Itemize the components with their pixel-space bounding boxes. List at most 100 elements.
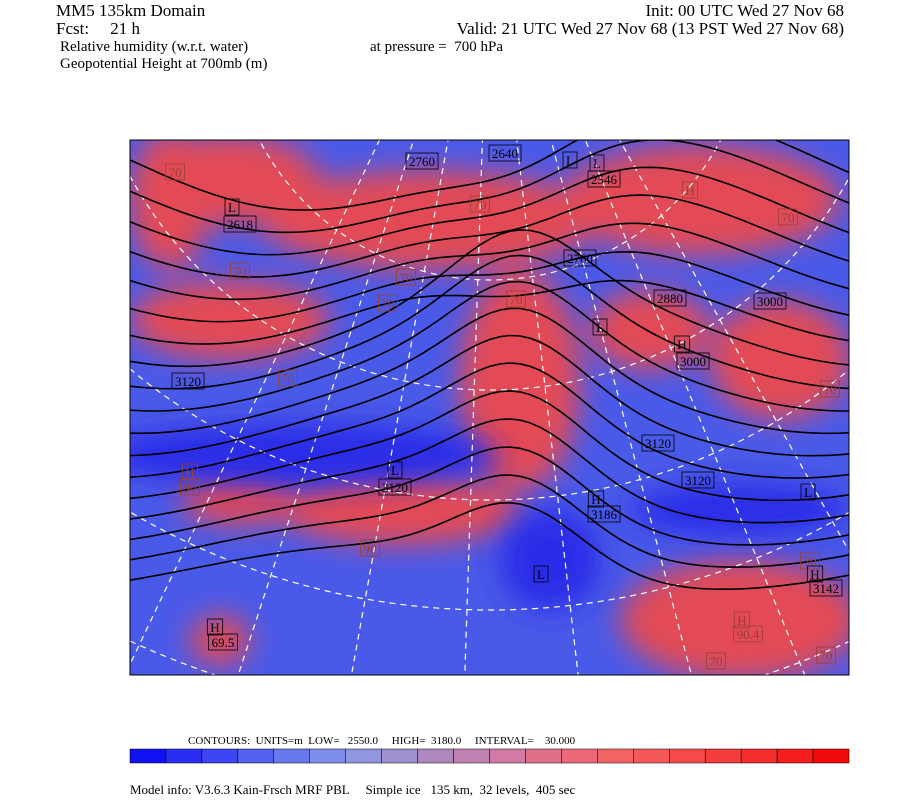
meridian <box>550 140 693 675</box>
height-contour <box>130 390 849 502</box>
map-label: L <box>804 485 812 500</box>
label-box <box>506 290 526 308</box>
meridian <box>516 140 579 675</box>
map-label: 70 <box>400 270 413 285</box>
parallel <box>130 174 849 391</box>
parallel <box>258 140 722 281</box>
colorbar-swatch <box>309 748 346 764</box>
height-contour <box>130 140 849 234</box>
colorbar-swatch <box>489 748 526 764</box>
map-label: 70 <box>282 371 295 386</box>
meridian <box>584 140 806 675</box>
label-box <box>396 268 416 286</box>
label-box <box>208 633 238 651</box>
map-label: L <box>391 463 399 478</box>
height-contour <box>130 250 849 323</box>
label-box <box>587 170 621 188</box>
colorbar-swatch <box>525 748 562 764</box>
label-box <box>587 490 605 508</box>
map-frame <box>129 139 850 676</box>
map-label: 2546 <box>591 172 618 187</box>
map-label: 2880 <box>657 291 683 306</box>
meridian <box>618 140 849 553</box>
colorbar-swatch <box>669 748 706 764</box>
colorbar-swatch <box>633 748 670 764</box>
colorbar-swatch <box>740 748 778 764</box>
map-label: 2618 <box>227 217 253 232</box>
height-contour <box>130 280 849 412</box>
label-box <box>488 144 522 162</box>
label-box <box>592 318 608 336</box>
label-box <box>563 249 597 267</box>
colorbar-swatch <box>201 748 239 764</box>
init-time: Init: 00 UTC Wed 27 Nov 68 <box>645 1 844 20</box>
colorbar-swatch <box>597 748 634 764</box>
colorbar-swatch <box>453 748 490 764</box>
pressure-level: at pressure = 700 hPa <box>370 39 503 55</box>
label-box <box>778 208 798 226</box>
map-label: 2760 <box>409 154 435 169</box>
meridian <box>464 140 483 675</box>
height-contour <box>130 140 849 211</box>
label-box <box>223 215 257 233</box>
map-label: 3186 <box>591 507 618 522</box>
label-box <box>360 539 380 557</box>
map-label: L <box>228 200 236 215</box>
height-contour <box>130 229 849 368</box>
map-label: L <box>596 320 604 335</box>
colorbar-swatch <box>417 748 454 764</box>
field-name: Geopotential Height at 700mb (m) <box>60 56 267 72</box>
colorbar-swatch <box>561 748 598 764</box>
map-label: 2640 <box>492 146 518 161</box>
contour-info: CONTOURS: UNITS=m LOW= 2550.0 HIGH= 3180… <box>188 735 576 747</box>
height-contour <box>130 279 849 345</box>
label-box <box>562 151 578 169</box>
valid-time: Valid: 21 UTC Wed 27 Nov 68 (13 PST Wed … <box>457 19 844 38</box>
label-box <box>533 565 549 583</box>
title: MM5 135km Domain <box>56 1 206 20</box>
label-box <box>378 478 412 496</box>
map-label: H <box>677 337 686 352</box>
colorbar-swatch <box>129 748 167 764</box>
label-box <box>673 335 691 353</box>
colorbar-swatch <box>345 748 382 764</box>
label-box <box>653 289 687 307</box>
meridian <box>237 140 415 675</box>
label-box <box>206 618 224 636</box>
label-box <box>816 646 836 664</box>
height-contour <box>130 446 849 546</box>
label-box <box>470 195 490 213</box>
map-label: 70 <box>804 554 817 569</box>
label-box <box>809 579 843 597</box>
map-label: 3120 <box>175 374 201 389</box>
label-box <box>171 372 205 390</box>
map-label: L <box>593 156 601 171</box>
label-box <box>733 611 751 629</box>
colorbar-swatch <box>812 748 850 764</box>
meridian <box>130 140 381 666</box>
label-box <box>681 471 715 489</box>
height-contour <box>130 222 849 301</box>
map-label: 90 <box>184 480 197 495</box>
label-box <box>587 505 621 523</box>
height-contour <box>130 334 849 457</box>
label-box <box>733 625 763 643</box>
label-box <box>224 198 240 216</box>
label-box <box>641 434 675 452</box>
map-label: H <box>810 567 819 582</box>
map-label: 70 <box>382 296 395 311</box>
height-contour <box>130 307 849 435</box>
label-box <box>706 652 726 670</box>
model-info: Model info: V3.6.3 Kain-Frsch MRF PBL Si… <box>130 782 575 797</box>
map-label: 70 <box>510 292 523 307</box>
meridian <box>350 140 449 675</box>
colorbar-swatch <box>165 748 203 764</box>
map-label: H <box>185 465 194 480</box>
height-contour <box>130 194 849 278</box>
label-box <box>180 478 200 496</box>
colorbar-swatch <box>381 748 418 764</box>
label-box <box>378 294 398 312</box>
map-label: 70 <box>820 648 833 663</box>
